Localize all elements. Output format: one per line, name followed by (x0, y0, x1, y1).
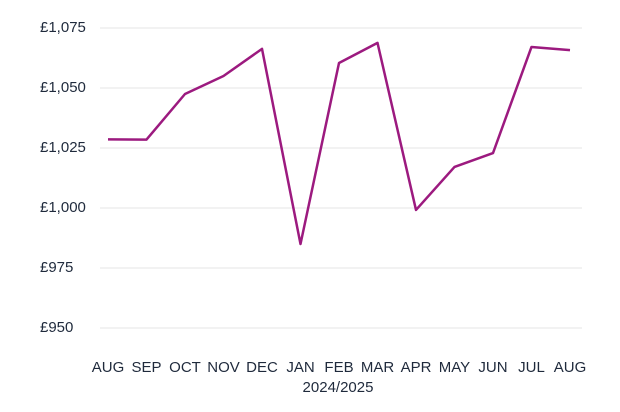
line (107, 41, 571, 246)
y-tick-label: £1,050 (40, 79, 86, 96)
y-tick-label: £1,000 (40, 199, 86, 216)
y-tick-label: £1,025 (40, 139, 86, 156)
x-tick-label: NOV (207, 359, 240, 376)
x-tick-label: APR (401, 359, 432, 376)
x-tick-label: MAY (439, 359, 470, 376)
x-tick-label: JUL (518, 359, 545, 376)
x-tick-label: MAR (361, 359, 395, 376)
x-tick-label: OCT (169, 359, 201, 376)
x-tick-label: AUG (554, 359, 587, 376)
y-tick-label: £975 (40, 259, 73, 276)
x-axis-label: 2024/2025 (303, 379, 374, 396)
x-tick-label: SEP (131, 359, 161, 376)
y-tick-label: £950 (40, 319, 73, 336)
x-tick-label: FEB (324, 359, 353, 376)
x-tick-label: DEC (246, 359, 278, 376)
x-tick-label: JUN (478, 359, 507, 376)
x-tick-label: AUG (92, 359, 125, 376)
y-tick-label: £1,075 (40, 19, 86, 36)
x-tick-label: JAN (286, 359, 314, 376)
